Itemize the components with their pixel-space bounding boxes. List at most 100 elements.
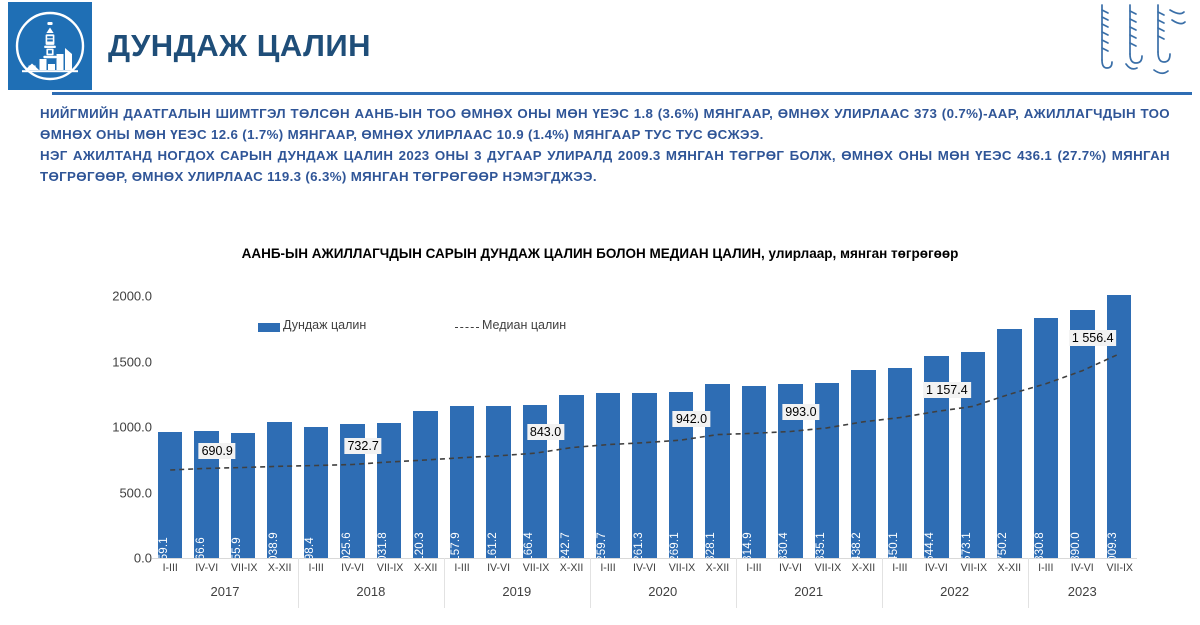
chart-legend: Дундаж цалин Медиан цалин [258, 318, 588, 336]
header-divider [52, 92, 1192, 95]
x-axis-quarter-label: IV-VI [1070, 562, 1094, 574]
x-axis-quarter-label: VII-IX [960, 562, 988, 574]
median-value-label: 942.0 [672, 410, 711, 427]
x-axis-year-label: 2022 [940, 584, 970, 599]
bar-column[interactable]: 1 242.7 [559, 296, 584, 572]
bar-column[interactable]: 1 261.3 [632, 296, 657, 572]
x-axis-quarter-label: IV-VI [341, 562, 365, 574]
x-axis-quarter-label: I-III [1038, 562, 1054, 574]
x-axis-year-separator [443, 558, 445, 608]
x-axis-year-separator [1027, 558, 1029, 608]
chart-title: ААНБ-ЫН АЖИЛЛАГЧДЫН САРЫН ДУНДАЖ ЦАЛИН Б… [241, 246, 959, 261]
bar-series: 959.1 966.6 955.9 1 038.9 998.4 1 025.6 1 031.… [152, 294, 1137, 572]
bar-column[interactable]: 1 038.9 [267, 296, 292, 572]
bar-column[interactable]: 1 890.0 [1070, 296, 1095, 572]
median-polyline [170, 353, 1120, 471]
x-axis-year-label: 2023 [1067, 584, 1097, 599]
median-value-label: 993.0 [782, 403, 820, 420]
median-line-series [170, 353, 1120, 471]
mongolia-statistics-emblem-icon [15, 11, 85, 81]
x-axis-quarter-label: X-XII [413, 562, 438, 574]
legend-swatch-average [258, 323, 280, 332]
page-header: ДУНДАЖ ЦАЛИН [0, 0, 1200, 96]
x-axis-quarter-label: IV-VI [924, 562, 948, 574]
bar: 959.1 [157, 432, 183, 567]
x-axis-year-label: 2017 [210, 584, 240, 599]
bar: 1 890.0 [1070, 310, 1095, 572]
x-axis-year-label: 2020 [648, 584, 678, 599]
bar: 1 450.1 [887, 368, 913, 572]
intro-paragraph-1: НИЙГМИЙН ДААТГАЛЫН ШИМТГЭЛ ТӨЛСӨН ААНБ-Ы… [40, 106, 1170, 142]
x-axis: I-III IV-VI VII-IX X-XII 2017 I-III IV-VI VII-I… [152, 558, 1137, 610]
x-axis-quarter-label: VII-IX [376, 562, 404, 574]
x-axis-quarter-label: VII-IX [1106, 562, 1134, 574]
x-axis-quarter-label: IV-VI [195, 562, 219, 574]
x-axis-quarter-label: IV-VI [633, 562, 656, 574]
bar-column[interactable]: 998.4 [303, 296, 329, 567]
median-value-label: 690.9 [198, 443, 236, 460]
bar: 1 750.2 [997, 328, 1022, 572]
bar: 1 242.7 [559, 395, 584, 572]
x-axis-quarter-label: IV-VI [778, 562, 802, 574]
x-axis-quarter-label: I-III [454, 562, 470, 574]
x-axis-quarter-label: I-III [308, 562, 324, 574]
median-value-label: 843.0 [526, 423, 565, 440]
x-axis-quarter-label: VII-IX [668, 562, 696, 574]
bar-column[interactable]: 1 314.9 [741, 296, 767, 572]
x-axis-quarter-label: VII-IX [522, 562, 550, 574]
x-axis-quarter-label: X-XII [997, 562, 1022, 574]
y-axis-labels: 0.0 500.0 1000.0 1500.0 2000.0 [86, 289, 152, 566]
bar-column[interactable]: 1 450.1 [887, 296, 913, 572]
x-axis-quarter-label: X-XII [705, 562, 730, 574]
x-axis-year-label: 2018 [356, 584, 386, 599]
median-value-label: 1 556.4 [1068, 330, 1117, 347]
y-axis-tick: 500.0 [119, 485, 152, 500]
bar: 1 259.7 [595, 392, 621, 572]
bar: 998.4 [303, 427, 329, 567]
median-value-label: 1 157.4 [922, 382, 971, 399]
x-axis-quarter-label: X-XII [559, 562, 584, 574]
bar-column[interactable]: 1 157.9 [449, 296, 475, 572]
bar: 1 261.3 [632, 392, 657, 572]
bar-column[interactable]: 959.1 [157, 296, 183, 567]
x-axis-year-label: 2021 [794, 584, 824, 599]
x-axis-quarter-label: X-XII [851, 562, 876, 574]
x-axis-quarter-label: I-III [746, 562, 762, 574]
y-axis-tick: 1500.0 [112, 354, 152, 369]
intro-paragraph-2: НЭГ АЖИЛТАНД НОГДОХ САРЫН ДУНДАЖ ЦАЛИН 2… [40, 148, 1170, 184]
x-axis-quarter-label: VII-IX [230, 562, 258, 574]
mongolian-vertical-script-icon [1101, 4, 1186, 75]
x-axis-quarter-label: I-III [600, 562, 616, 574]
x-axis-quarter-label: IV-VI [487, 562, 511, 574]
x-axis-year-label: 2019 [502, 584, 532, 599]
x-axis-quarter-label: VII-IX [814, 562, 842, 574]
bar-column[interactable]: 1 830.8 [1033, 296, 1059, 572]
bar-column[interactable]: 1 750.2 [997, 296, 1022, 572]
y-axis-tick: 2000.0 [112, 288, 152, 304]
bar: 1 830.8 [1033, 318, 1059, 572]
x-axis-year-separator [297, 558, 299, 608]
legend-label-median: Медиан цалин [482, 318, 567, 332]
legend-swatch-median [455, 327, 479, 328]
bar-column[interactable]: 1 259.7 [595, 296, 621, 572]
bar: 1 038.9 [267, 421, 292, 572]
median-value-label: 732.7 [344, 438, 382, 455]
x-axis-quarter-label: X-XII [267, 562, 292, 574]
y-axis-tick: 0.0 [133, 550, 152, 566]
legend-label-average: Дундаж цалин [283, 318, 367, 332]
y-axis-tick: 1000.0 [112, 419, 152, 435]
bar: 1 120.3 [413, 411, 438, 572]
bar-column[interactable]: 1 161.2 [486, 296, 511, 572]
x-axis-year-separator [735, 558, 737, 608]
bar-column[interactable]: 1 438.2 [851, 296, 876, 572]
x-axis-line [152, 558, 1137, 559]
bar: 1 161.2 [486, 405, 511, 572]
intro-text-block: НИЙГМИЙН ДААТГАЛЫН ШИМТГЭЛ ТӨЛСӨН ААНБ-Ы… [40, 104, 1170, 187]
bar: 1 157.9 [449, 406, 475, 572]
x-axis-quarter-label: I-III [892, 562, 908, 574]
page-title: ДУНДАЖ ЦАЛИН [108, 28, 372, 63]
bar: 1 438.2 [851, 369, 876, 572]
x-axis-year-separator [881, 558, 883, 608]
bar-column[interactable]: 1 120.3 [413, 296, 438, 572]
x-axis-year-separator [589, 558, 591, 608]
